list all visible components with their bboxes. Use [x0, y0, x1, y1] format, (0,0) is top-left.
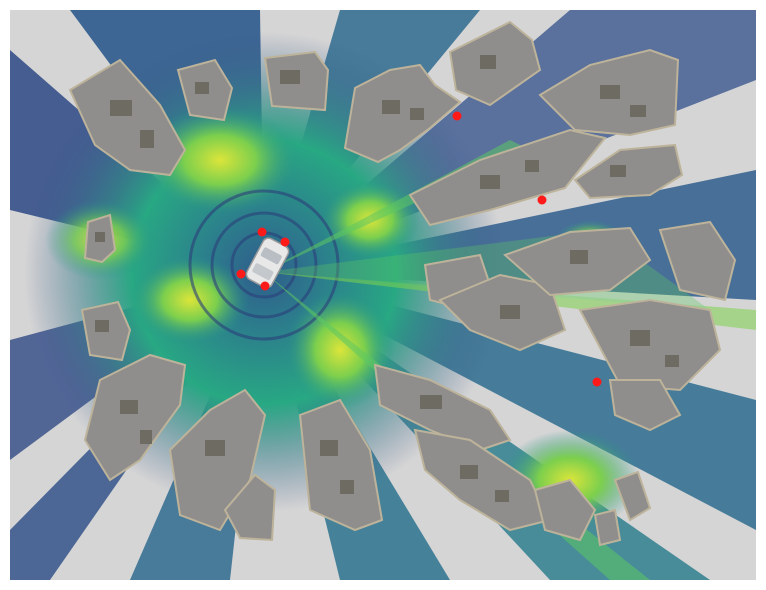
vehicle-marker-1	[257, 227, 267, 237]
coverage-scene	[10, 10, 756, 580]
antenna-markers	[236, 111, 602, 387]
building-marker-1	[452, 111, 462, 121]
car-vehicle	[245, 237, 290, 289]
vehicle-marker-2	[280, 237, 290, 247]
building-marker-3	[592, 377, 602, 387]
coverage-map	[10, 10, 756, 580]
city-buildings	[68, 20, 737, 547]
vehicle-marker-3	[236, 269, 246, 279]
vehicle-marker-4	[260, 281, 270, 291]
building-marker-2	[537, 195, 547, 205]
